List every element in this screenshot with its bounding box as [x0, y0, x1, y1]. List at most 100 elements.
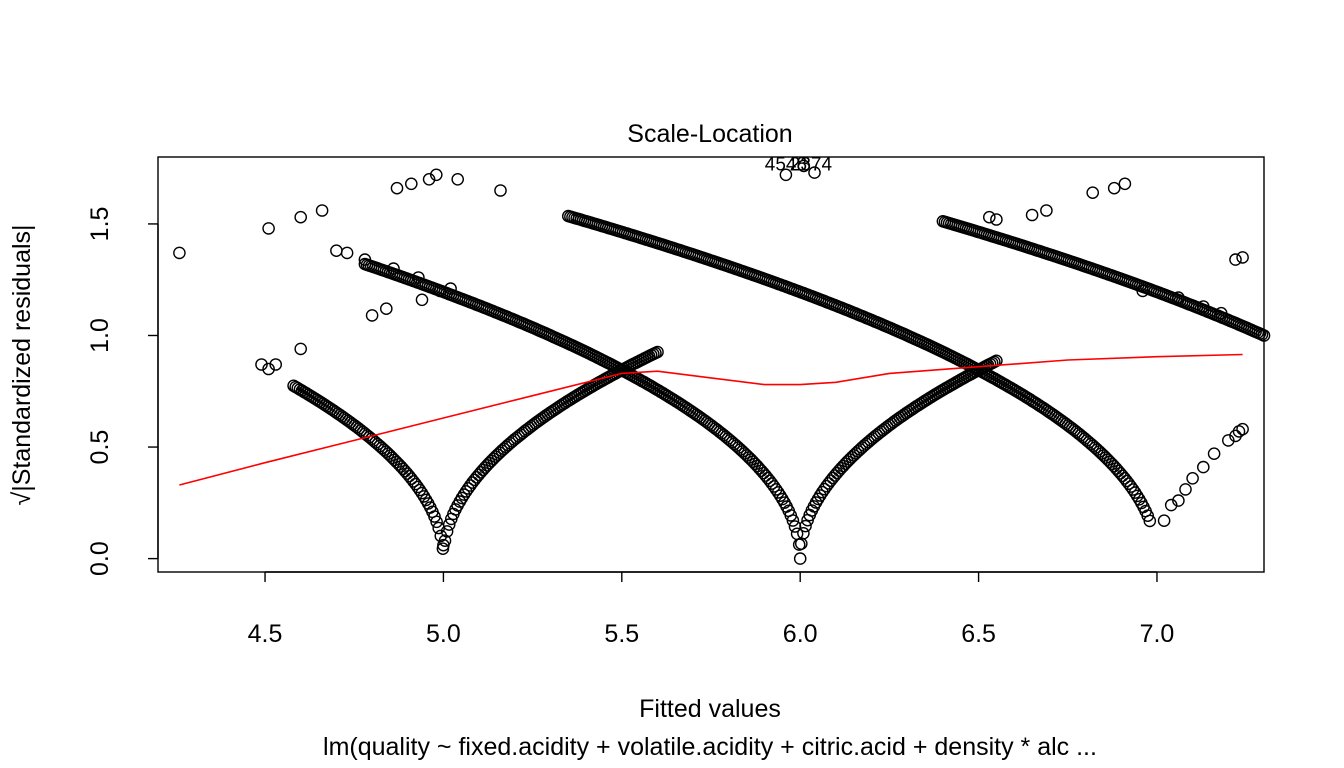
- data-point: [392, 457, 406, 471]
- data-point: [740, 449, 754, 462]
- data-point: [1186, 471, 1199, 485]
- y-axis-label-text: |Standardized residuals|: [8, 224, 36, 491]
- data-point: [365, 309, 379, 322]
- data-point: [1107, 181, 1121, 195]
- data-point: [315, 204, 329, 217]
- y-axis-label-sqrt-symbol: √: [8, 492, 36, 506]
- data-point: [482, 456, 496, 470]
- data-point: [429, 168, 443, 182]
- y-axis-label: √|Standardized residuals|: [8, 224, 36, 505]
- x-tick-label: 4.5: [248, 620, 283, 648]
- data-point: [1118, 177, 1132, 191]
- data-point: [269, 358, 283, 371]
- data-point: [494, 184, 507, 197]
- data-point: [1164, 498, 1178, 512]
- plot-frame: [157, 156, 1265, 573]
- data-point: [390, 455, 403, 469]
- data-point: [1107, 459, 1121, 473]
- data-point: [837, 459, 850, 473]
- data-point: [1222, 434, 1235, 447]
- data-point: [340, 246, 354, 260]
- data-point: [834, 461, 848, 475]
- data-point: [348, 419, 361, 432]
- data-point: [1101, 453, 1115, 467]
- x-tick-label: 5.5: [604, 620, 639, 648]
- data-point: [457, 488, 471, 501]
- data-point: [1143, 514, 1157, 528]
- data-point: [1172, 291, 1185, 304]
- data-point: [455, 491, 469, 505]
- y-tick-label: 0.0: [86, 541, 114, 576]
- data-point: [1103, 455, 1117, 469]
- data-point: [832, 464, 846, 477]
- data-point: [480, 458, 494, 472]
- data-point: [346, 417, 359, 431]
- x-axis-label: Fitted values: [639, 695, 781, 723]
- data-point: [476, 463, 490, 477]
- data-point: [386, 451, 399, 465]
- data-point: [428, 510, 441, 523]
- data-point: [440, 525, 454, 538]
- data-point: [1136, 284, 1149, 298]
- data-point: [379, 302, 393, 316]
- data-point: [990, 213, 1003, 226]
- data-point: [744, 453, 758, 466]
- data-point: [390, 181, 404, 195]
- y-tick-label: 1.0: [86, 318, 114, 353]
- data-point: [786, 514, 800, 527]
- outlier-label: 2374: [790, 154, 833, 175]
- outlier-label: 4548: [765, 154, 807, 175]
- data-point: [983, 210, 996, 224]
- data-point: [422, 172, 436, 186]
- data-point: [1057, 415, 1071, 429]
- data-point: [1236, 422, 1249, 436]
- data-point: [444, 282, 457, 295]
- data-point: [1063, 420, 1077, 434]
- data-point: [294, 210, 308, 224]
- data-point: [1126, 483, 1140, 496]
- data-point: [1179, 483, 1192, 496]
- data-point: [173, 246, 186, 260]
- data-point: [878, 422, 892, 435]
- data-point: [753, 462, 766, 475]
- y-axis: 0.0 0.5 1.0 1.5: [86, 207, 159, 576]
- data-point: [255, 358, 268, 371]
- data-point: [413, 483, 427, 497]
- data-point: [330, 244, 343, 257]
- data-point: [1040, 204, 1053, 217]
- data-point: [1197, 460, 1210, 474]
- data-point: [415, 486, 429, 500]
- data-point: [1157, 514, 1171, 528]
- data-point: [698, 414, 712, 428]
- data-point: [358, 253, 372, 266]
- data-point: [704, 418, 718, 432]
- data-point: [478, 461, 492, 474]
- lowess-smoother-line: [179, 353, 1243, 486]
- data-point: [262, 222, 275, 235]
- data-point: [702, 417, 716, 431]
- x-tick-label: 7.0: [1140, 620, 1175, 648]
- data-point: [881, 420, 894, 434]
- data-point: [404, 177, 418, 191]
- data-point: [1097, 449, 1110, 462]
- data-point: [808, 166, 821, 179]
- data-point: [527, 418, 540, 432]
- data-point: [437, 538, 450, 552]
- data-point: [383, 449, 397, 463]
- data-point: [742, 451, 756, 464]
- data-point: [388, 453, 401, 467]
- data-point: [1197, 300, 1210, 313]
- data-point: [394, 460, 408, 473]
- data-point: [1099, 451, 1112, 464]
- data-point: [813, 489, 827, 502]
- data-point: [1172, 494, 1185, 507]
- data-point: [344, 416, 357, 429]
- data-point: [839, 457, 852, 471]
- data-point: [518, 424, 532, 438]
- data-point: [883, 418, 896, 432]
- data-point: [769, 483, 783, 496]
- data-point: [748, 457, 762, 471]
- data-point: [412, 271, 425, 284]
